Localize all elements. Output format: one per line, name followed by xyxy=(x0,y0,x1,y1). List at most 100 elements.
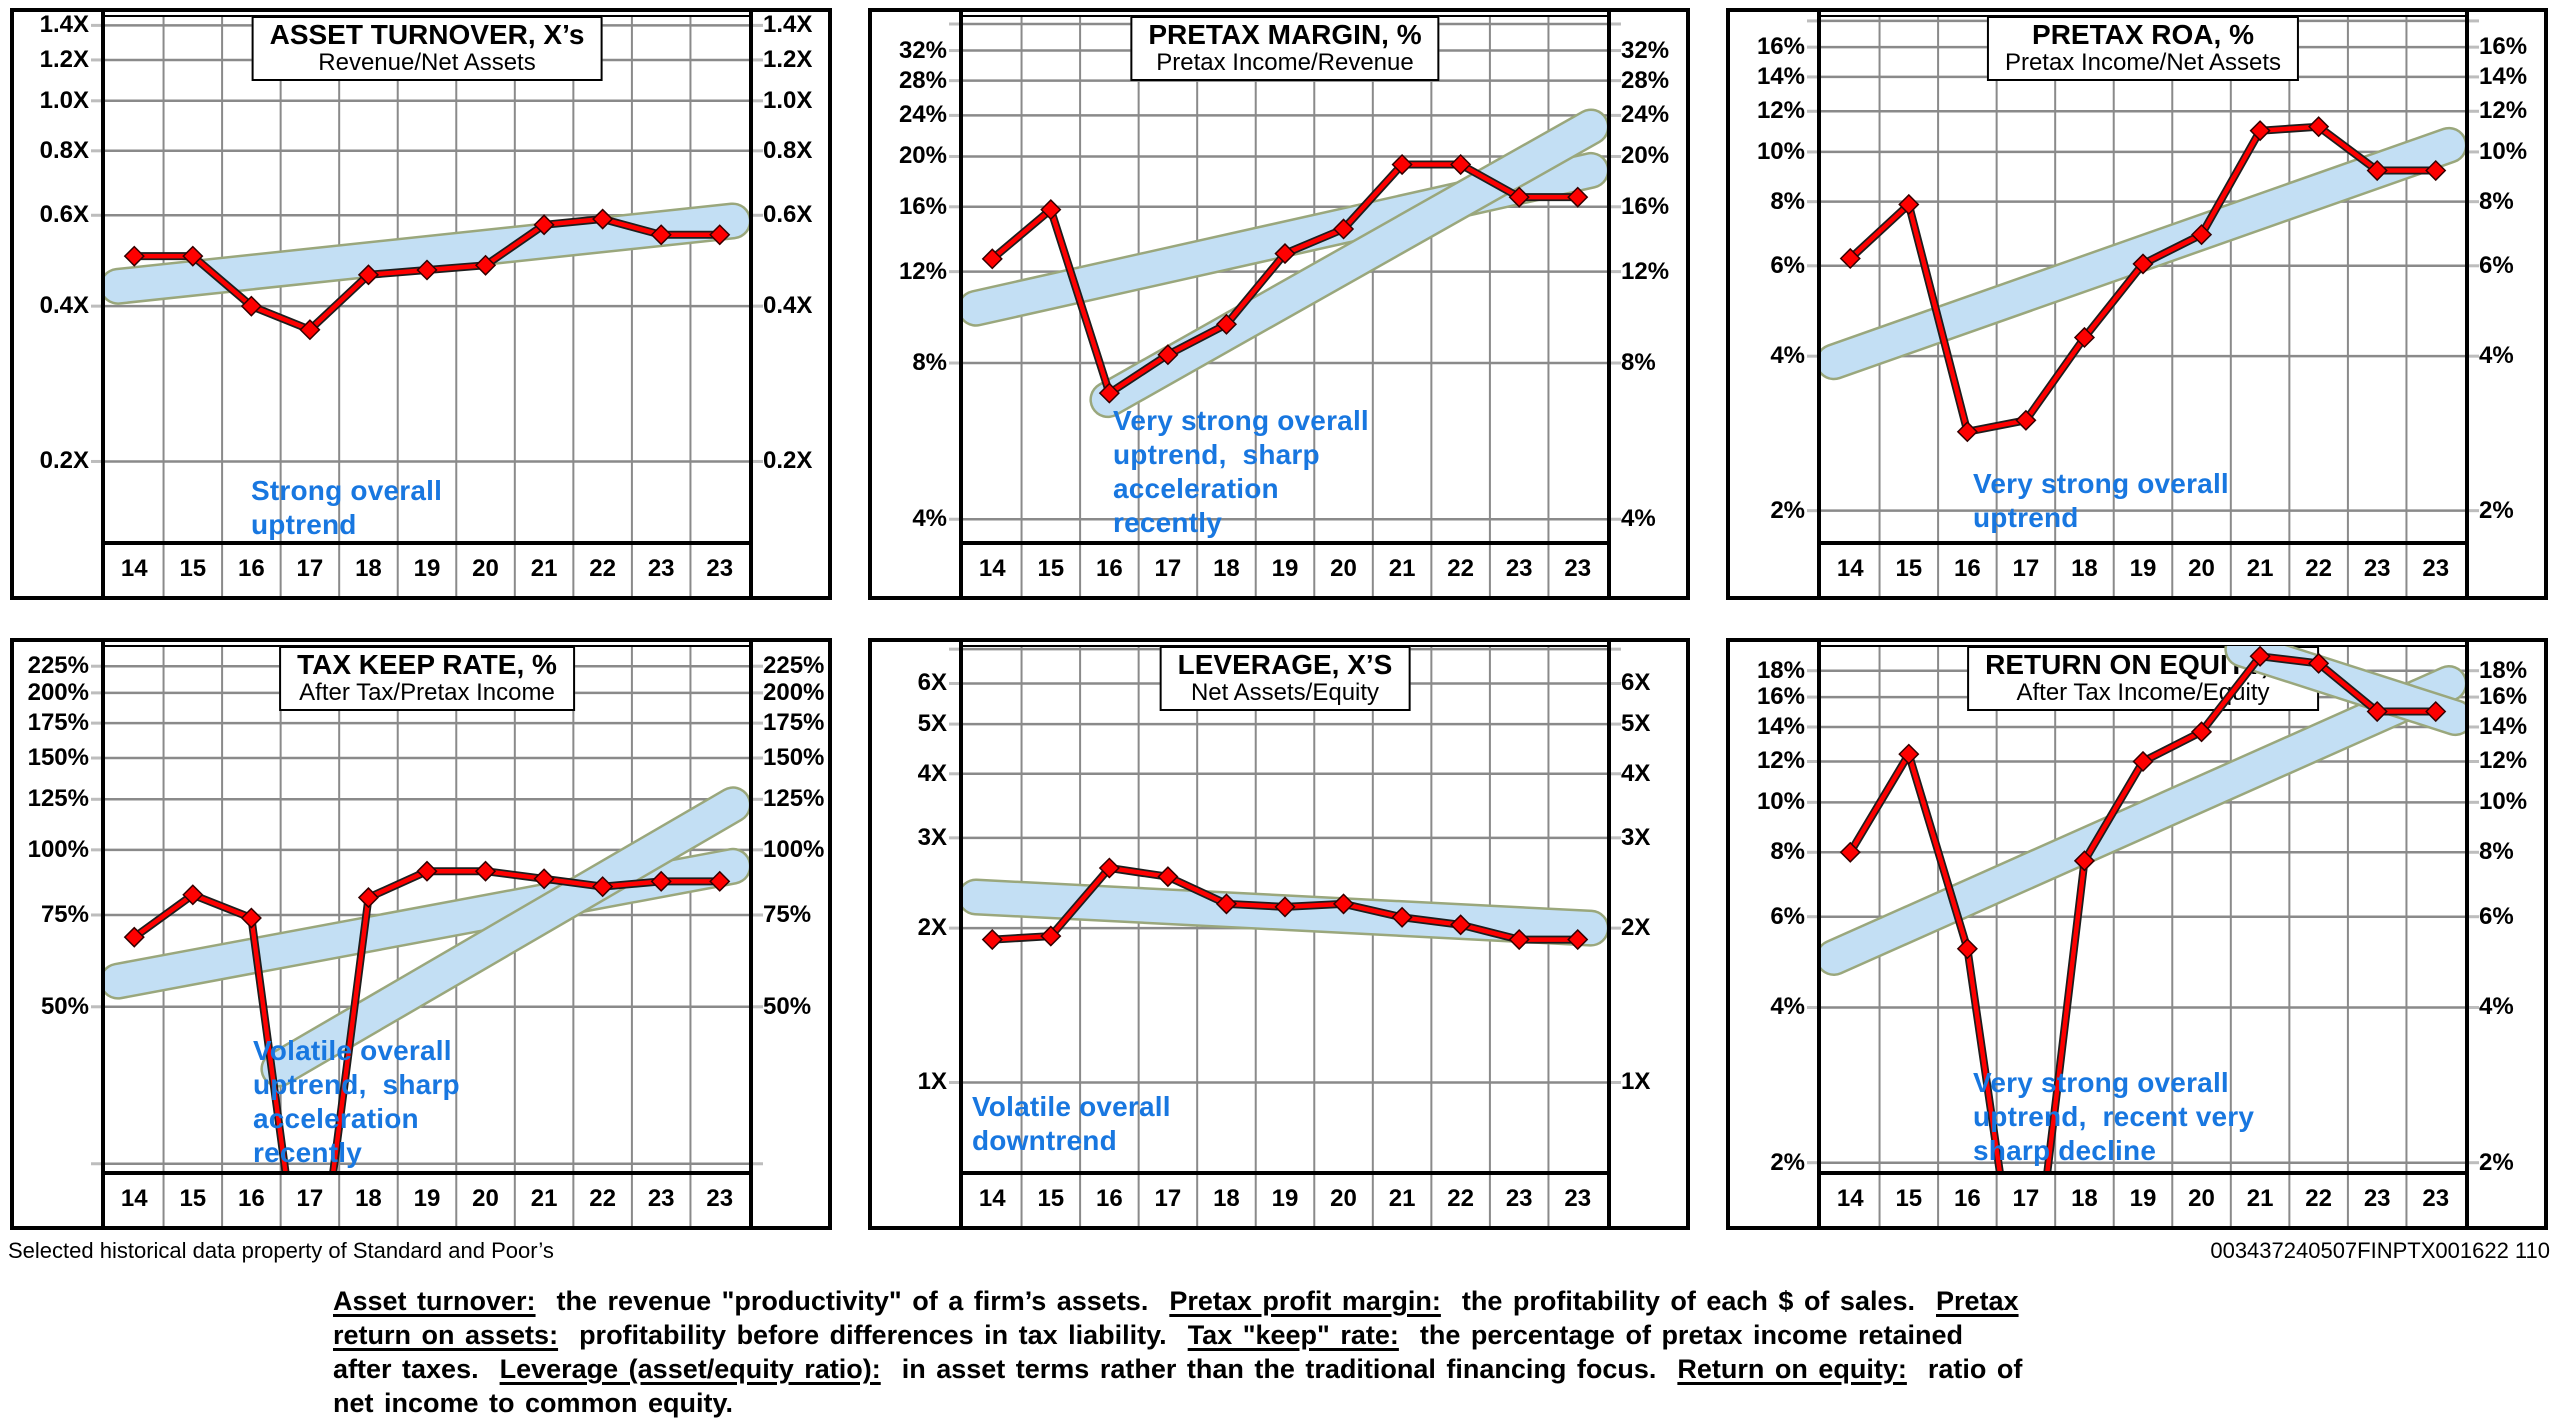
x-axis-label: 18 xyxy=(1213,1185,1240,1212)
x-axis-label: 16 xyxy=(237,555,265,582)
y-axis-label-left: 14% xyxy=(1756,62,1805,90)
data-point-20 xyxy=(474,860,497,882)
x-axis-label: 22 xyxy=(589,555,616,582)
x-axis-label: 17 xyxy=(2012,555,2040,582)
x-axis-label: 17 xyxy=(2012,1185,2040,1212)
chart-panel-1: 1.4X 1.4X 1.2X 1.2X 1.0X 1.0X 0.8X 0.8X 0.6X 0.6X… xyxy=(10,8,832,600)
x-axis-label: 20 xyxy=(472,1185,499,1212)
trend-annotation: Very strong overall uptrend, sharp accel… xyxy=(1113,405,1369,538)
y-axis-label-left: 10% xyxy=(1756,788,1805,816)
y-axis-label-right: 6% xyxy=(2479,251,2514,279)
y-axis-label-left: 100% xyxy=(27,835,89,863)
defined-term: Return on equity: xyxy=(1677,1354,1907,1384)
y-axis-label-right: 200% xyxy=(763,678,825,706)
data-point-16 xyxy=(1956,421,1978,443)
x-axis-label: 17 xyxy=(296,1185,324,1212)
y-axis-label-right: 28% xyxy=(1621,66,1670,94)
y-axis-label-right: 4% xyxy=(2479,342,2514,370)
trend-annotation: Volatile overall downtrend xyxy=(972,1091,1171,1156)
chart-panel-5: 6X 6X 5X 5X 4X 4X 3X 3X 2X 2X 1X 1X LEVERAGE, X’S Net… xyxy=(868,638,1690,1230)
x-axis-label: 15 xyxy=(179,555,207,582)
x-axis-label: 22 xyxy=(1447,1185,1474,1212)
chart-panel-6: 18% 18% 16% 16% 14% 14% 12% 12% 10% 10% 8% 8% 6% 6% 4%… xyxy=(1726,638,2548,1230)
y-axis-label-right: 8% xyxy=(2479,838,2514,866)
definitions-paragraph: Asset turnover: the revenue "productivit… xyxy=(333,1284,2238,1420)
y-axis-label-right: 100% xyxy=(763,835,825,863)
x-axis-label: 19 xyxy=(2129,1185,2157,1212)
trend-annotation: Very strong overall uptrend xyxy=(1973,468,2229,533)
y-axis-label-right: 175% xyxy=(763,709,825,737)
chart-subtitle: Revenue/Net Assets xyxy=(318,49,536,76)
x-axis-label: 18 xyxy=(355,555,382,582)
y-axis-label-right: 24% xyxy=(1621,101,1670,129)
y-axis-label-right: 6X xyxy=(1621,669,1651,697)
chart-panel-4: 225% 225% 200% 200% 175% 175% 150% 150% 125% 125%… xyxy=(10,638,832,1230)
y-axis-label-left: 28% xyxy=(898,66,947,94)
y-axis-label-left: 12% xyxy=(898,257,947,285)
x-axis-label: 18 xyxy=(2071,1185,2098,1212)
x-axis-label: 19 xyxy=(1271,555,1299,582)
x-axis-label: 21 xyxy=(2246,1185,2274,1212)
data-point-23 xyxy=(1508,928,1530,951)
x-axis-label: 21 xyxy=(1388,555,1416,582)
x-axis-label: 15 xyxy=(1037,555,1065,582)
chart-subtitle: Pretax Income/Revenue xyxy=(1156,49,1414,76)
data-point-21 xyxy=(2249,120,2271,142)
data-point-20 xyxy=(2190,224,2213,246)
y-axis-label-right: 0.8X xyxy=(763,136,813,164)
chart-title-box: TAX KEEP RATE, % After Tax/Pretax Income xyxy=(279,646,575,711)
data-point-21 xyxy=(2249,646,2271,667)
x-axis-label: 19 xyxy=(2129,555,2157,582)
x-axis-label: 23 xyxy=(1564,555,1592,582)
x-axis-label: 23 xyxy=(647,555,675,582)
chart-subtitle: Pretax Income/Net Assets xyxy=(2004,49,2282,76)
data-point-19 xyxy=(416,259,438,281)
y-axis-label-left: 20% xyxy=(898,142,947,170)
y-axis-label-left: 1.2X xyxy=(39,45,89,73)
x-axis-label: 23 xyxy=(1564,1185,1592,1212)
data-point-21 xyxy=(1391,153,1413,176)
data-point-22 xyxy=(2308,116,2330,138)
data-point-21 xyxy=(1391,906,1413,928)
x-axis-label: 23 xyxy=(2363,555,2391,582)
data-point-19 xyxy=(416,860,438,882)
data-point-19 xyxy=(1274,896,1296,918)
chart-title-box: ASSET TURNOVER, X’s Revenue/Net Assets xyxy=(251,16,603,81)
y-axis-label-left: 12% xyxy=(1756,97,1805,125)
defined-term: Pretax xyxy=(1936,1286,2019,1316)
y-axis-label-left: 2% xyxy=(1770,1148,1805,1176)
data-layer xyxy=(959,642,1611,1226)
data-point-16 xyxy=(1098,382,1120,404)
y-axis-label-left: 0.2X xyxy=(39,447,89,475)
y-axis-label-left: 0.4X xyxy=(39,292,89,320)
chart-title: PRETAX MARGIN, % xyxy=(1148,19,1422,50)
definition-line: net income to common equity. xyxy=(333,1386,2238,1420)
data-point-14 xyxy=(123,926,145,948)
x-axis-label: 16 xyxy=(237,1185,265,1212)
y-axis-label-left: 1X xyxy=(917,1068,947,1096)
data-layer xyxy=(959,12,1611,596)
x-axis-label: 22 xyxy=(2305,1185,2332,1212)
y-axis-label-left: 0.8X xyxy=(39,136,89,164)
data-point-23 xyxy=(709,870,731,892)
y-axis-label-right: 20% xyxy=(1621,142,1670,170)
y-axis-label-right: 150% xyxy=(763,744,825,772)
data-point-20 xyxy=(2190,721,2213,743)
chart-subtitle: After Tax/Pretax Income xyxy=(299,679,555,706)
x-axis-label: 21 xyxy=(530,1185,558,1212)
x-axis-label: 23 xyxy=(1505,1185,1533,1212)
data-point-14 xyxy=(981,248,1003,270)
definition-text: profitability before differences in tax … xyxy=(558,1320,1188,1350)
x-axis-label: 23 xyxy=(1505,555,1533,582)
x-axis-label: 22 xyxy=(1447,555,1474,582)
x-axis-label: 19 xyxy=(1271,1185,1299,1212)
data-point-20 xyxy=(474,254,497,276)
data-point-22 xyxy=(2308,652,2330,674)
data-point-14 xyxy=(1839,247,1861,270)
x-axis-label: 20 xyxy=(1330,555,1357,582)
y-axis-label-right: 14% xyxy=(2479,62,2528,90)
data-point-23 xyxy=(2366,159,2388,182)
x-axis-label: 23 xyxy=(2363,1185,2391,1212)
y-axis-label-right: 18% xyxy=(2479,656,2528,684)
data-point-17 xyxy=(2015,409,2037,431)
